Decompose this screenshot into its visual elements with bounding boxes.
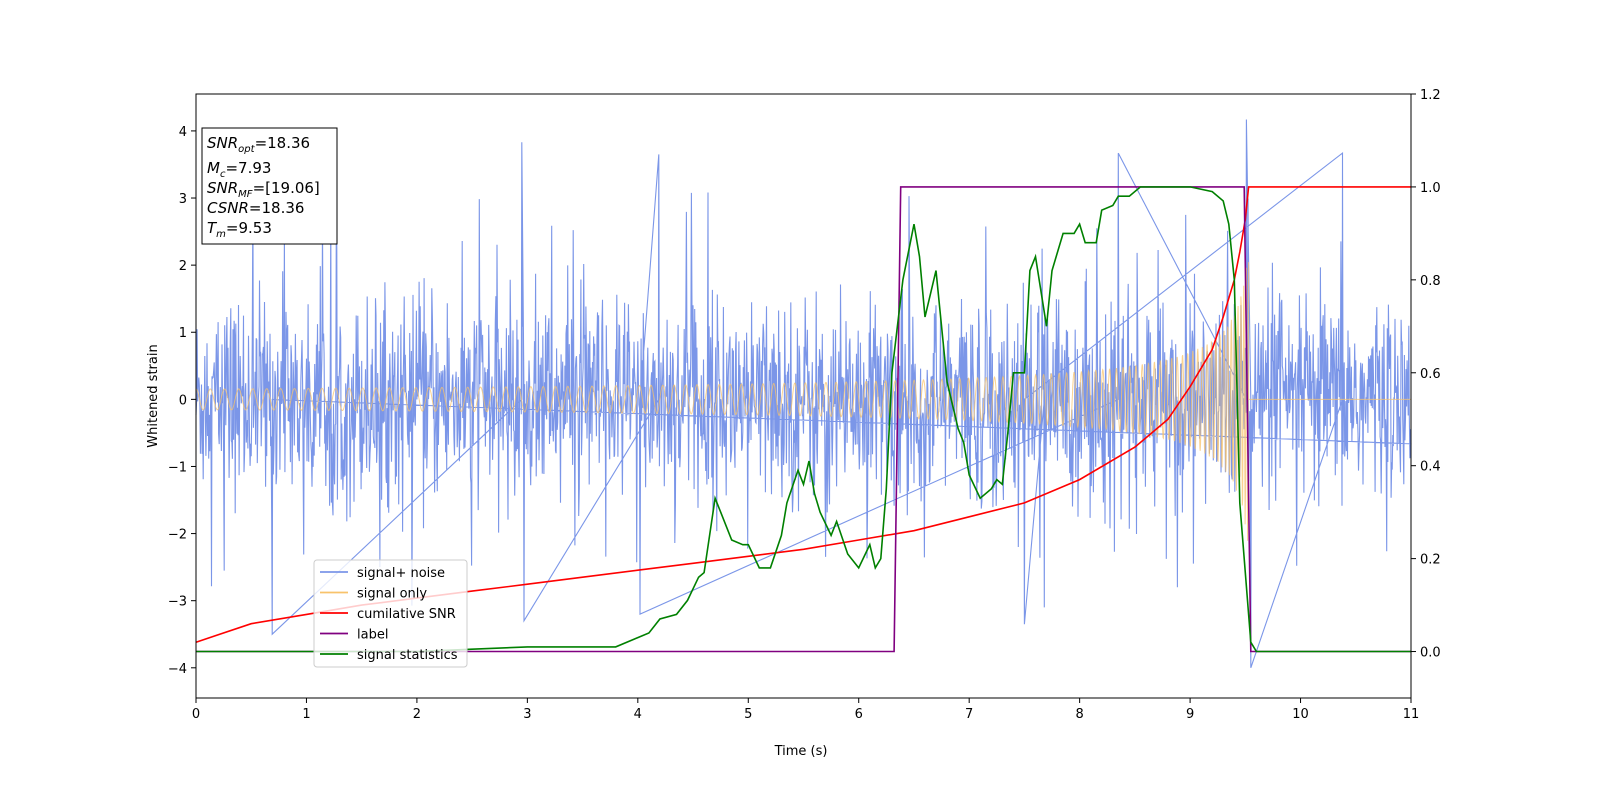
- y-tick-label: −4: [168, 662, 187, 677]
- x-axis-label: Time (s): [774, 744, 828, 759]
- x-tick-label: 8: [1075, 707, 1083, 722]
- info-box-frame: [201, 127, 338, 245]
- y-tick-label: −3: [168, 595, 187, 610]
- legend-label: signal statistics: [357, 648, 458, 663]
- axes: 0 1 2 3 4 5 6 7 8 9 10 1143210−1−2−3−41.21.00.80.60…: [168, 88, 1441, 722]
- info-snr-opt: SNRopt=18.36: [207, 134, 310, 155]
- x-tick-label: 11: [1403, 707, 1420, 722]
- legend: signal+ noise signal only cumilative SNR la…: [313, 559, 468, 668]
- plot-frame: [195, 93, 1412, 699]
- y-axis-label: Whitened strain: [146, 344, 161, 447]
- info-box: SNRopt=18.36 Mc=7.93 SNRMF=[19.06] CSNR=…: [201, 127, 338, 245]
- y-tick-label: −2: [168, 528, 187, 543]
- legend-label: signal+ noise: [357, 566, 445, 581]
- series-signal-only-line: [195, 262, 1411, 541]
- x-tick-label: 0: [192, 707, 200, 722]
- series-signal-statistics-line: [196, 186, 1411, 653]
- y-right-tick-label: 1.0: [1420, 181, 1441, 196]
- legend-label: label: [357, 628, 388, 643]
- y-right-tick-label: 1.2: [1420, 88, 1441, 103]
- x-tick-label: 1: [302, 707, 310, 722]
- info-mc: Mc=7.93: [207, 159, 271, 180]
- y-right-tick-label: 0.4: [1420, 460, 1441, 475]
- info-tm: Tm=9.53: [207, 219, 272, 240]
- info-snr-mf: SNRMF=[19.06]: [207, 179, 320, 200]
- x-tick-label: 3: [523, 707, 531, 722]
- x-tick-label: 4: [634, 707, 642, 722]
- y-right-tick-label: 0.6: [1420, 367, 1441, 382]
- legend-label: signal only: [357, 587, 427, 602]
- y-tick-label: 3: [179, 192, 187, 207]
- x-tick-label: 2: [413, 707, 421, 722]
- x-tick-label: 6: [855, 707, 863, 722]
- y-right-tick-label: 0.2: [1420, 553, 1441, 568]
- legend-label: cumilative SNR: [357, 607, 456, 622]
- y-tick-label: 4: [179, 125, 187, 140]
- x-tick-label: 7: [965, 707, 973, 722]
- y-tick-label: −1: [168, 460, 187, 475]
- y-tick-label: 1: [179, 326, 187, 341]
- x-tick-label: 10: [1292, 707, 1309, 722]
- y-right-tick-label: 0.8: [1420, 274, 1441, 289]
- y-tick-label: 0: [179, 393, 187, 408]
- legend-box: [313, 559, 468, 668]
- info-csnr: CSNR=18.36: [207, 199, 304, 217]
- x-tick-label: 5: [744, 707, 752, 722]
- x-tick-label: 9: [1186, 707, 1194, 722]
- y-right-tick-label: 0.0: [1420, 646, 1441, 661]
- y-tick-label: 2: [179, 259, 187, 274]
